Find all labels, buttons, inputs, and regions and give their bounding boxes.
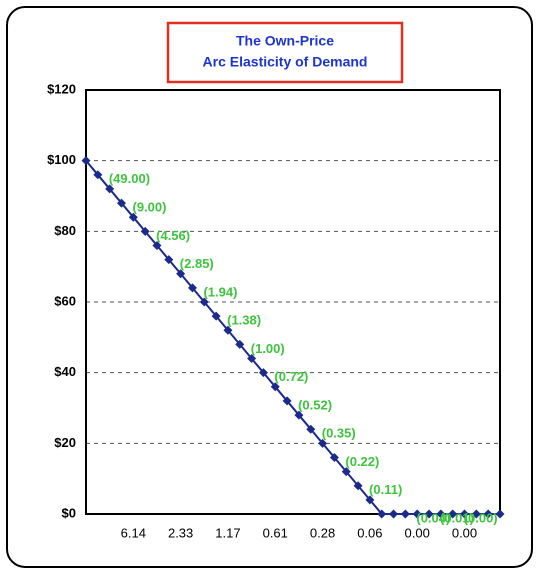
marker <box>341 467 351 477</box>
x-tick-label: 0.61 <box>263 525 288 540</box>
y-tick-label: $100 <box>47 152 76 167</box>
x-tick-label: 6.14 <box>121 525 146 540</box>
plot-border <box>85 89 501 515</box>
data-label: (1.38) <box>227 313 261 328</box>
data-label: (0.72) <box>274 369 308 384</box>
marker <box>306 424 316 434</box>
marker <box>81 156 91 166</box>
marker <box>353 481 363 491</box>
data-label: (0.11) <box>369 482 402 497</box>
data-label: (1.94) <box>203 284 237 299</box>
marker <box>116 198 126 208</box>
marker <box>187 283 197 293</box>
y-tick-label: $0 <box>62 505 76 520</box>
marker <box>164 255 174 265</box>
marker <box>128 212 138 222</box>
marker <box>176 269 186 279</box>
data-label: (0.04) <box>416 510 450 525</box>
marker <box>235 339 245 349</box>
marker <box>270 382 280 392</box>
data-label: (49.00) <box>109 171 150 186</box>
data-label: (0.52) <box>298 397 332 412</box>
marker <box>460 509 470 519</box>
y-tick-label: $40 <box>54 364 76 379</box>
data-label: (0.35) <box>322 426 356 441</box>
chart-title: Arc Elasticity of Demand <box>203 54 368 70</box>
data-label: (1.00) <box>251 341 285 356</box>
marker <box>258 368 268 378</box>
y-tick-label: $80 <box>54 223 76 238</box>
marker <box>424 509 434 519</box>
marker <box>329 452 339 462</box>
title-box <box>166 21 404 84</box>
marker <box>140 226 150 236</box>
marker <box>400 509 410 519</box>
frame <box>6 6 533 568</box>
y-tick-label: $20 <box>54 435 76 450</box>
marker <box>495 509 505 519</box>
data-label: (4.56) <box>156 228 190 243</box>
marker <box>471 509 481 519</box>
marker <box>294 410 304 420</box>
chart-title: The Own-Price <box>236 33 334 49</box>
x-tick-label: 0.06 <box>357 525 382 540</box>
marker <box>211 311 221 321</box>
marker <box>152 240 162 250</box>
data-label: (0.01) <box>440 510 474 525</box>
data-label: (2.85) <box>180 256 214 271</box>
marker <box>483 509 493 519</box>
y-tick-label: $120 <box>47 81 76 96</box>
marker <box>318 438 328 448</box>
marker <box>412 509 422 519</box>
marker <box>436 509 446 519</box>
marker <box>377 509 387 519</box>
data-label: (0.22) <box>345 454 379 469</box>
marker <box>247 354 257 364</box>
marker <box>223 325 233 335</box>
marker <box>93 170 103 180</box>
marker <box>365 495 375 505</box>
x-tick-label: 0.00 <box>405 525 430 540</box>
marker <box>282 396 292 406</box>
marker <box>105 184 115 194</box>
x-tick-label: 0.00 <box>452 525 477 540</box>
x-tick-label: 1.17 <box>215 525 240 540</box>
x-tick-label: 2.33 <box>168 525 193 540</box>
marker <box>448 509 458 519</box>
data-label: (0.00) <box>464 510 498 525</box>
x-tick-label: 0.28 <box>310 525 335 540</box>
data-label: (9.00) <box>132 200 166 215</box>
marker <box>199 297 209 307</box>
marker <box>389 509 399 519</box>
y-tick-label: $60 <box>54 293 76 308</box>
